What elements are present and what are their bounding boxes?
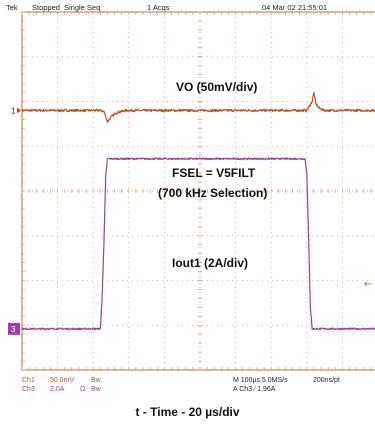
ch1-bandwidth: Bw [91,377,101,384]
selection-annotation: (700 kHz Selection) [158,186,268,200]
ch3-scale: 2.0A [50,386,65,393]
channel-markers: 1 3 ← [0,105,372,335]
ch1-level-marker: 1 [11,106,16,115]
ch3-marker-box [8,322,20,335]
datetime-label: 04 Mar 02 21:55:01 [262,3,328,12]
sample-interval: 200ns/pt [313,377,340,384]
status-label: Stopped [32,3,60,12]
vo-trace [21,91,375,123]
ch1-scale: 50.0mV [50,377,75,384]
brand-label: Tek [6,3,18,12]
time-axis-caption: t - Time - 20 µs/div [135,405,240,419]
acqs-label: 1 Acqs [147,3,170,12]
timebase-readout: M 100µs 5.0MS/s [233,377,288,384]
ch1-label: Ch1 [22,377,35,384]
ch3-bandwidth: Bw [91,386,101,393]
trigger-level-marker: ← [364,279,372,290]
ch3-impedance: Ω [80,386,86,393]
ch3-label: Ch3 [22,386,35,393]
ch1-marker-bg [0,105,9,116]
trigger-readout: A Ch3 ∕ 1.96A [233,386,276,393]
traces [21,91,375,331]
ch1-arrow [17,107,21,114]
vo-annotation: VO (50mV/div) [176,80,258,94]
iout-annotation: Iout1 (2A/div) [172,256,249,270]
iout-trace [21,157,375,331]
ch3-level-marker: 3 [11,325,16,334]
fsel-annotation: FSEL = V5FILT [172,166,256,180]
mode-label: Single Seq [64,3,101,12]
